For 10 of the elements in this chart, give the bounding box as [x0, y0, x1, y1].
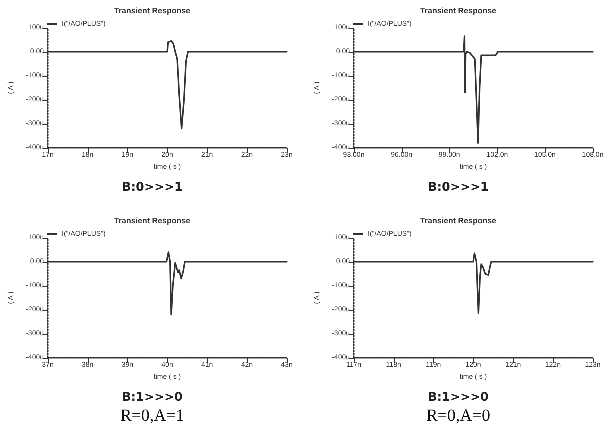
text: R=0,A=1: [119, 406, 186, 426]
text: B:0>>>1: [427, 180, 490, 194]
chart-title: Transient Response: [114, 6, 192, 16]
text: R=0,A=0: [425, 406, 492, 426]
text: B:0>>>1: [121, 180, 184, 194]
text: B:1>>>0: [427, 390, 490, 404]
chart-title: Transient Response: [420, 6, 498, 16]
chart-title: Transient Response: [114, 216, 192, 226]
chart-title: Transient Response: [420, 216, 498, 226]
text: B:1>>>0: [121, 390, 184, 404]
